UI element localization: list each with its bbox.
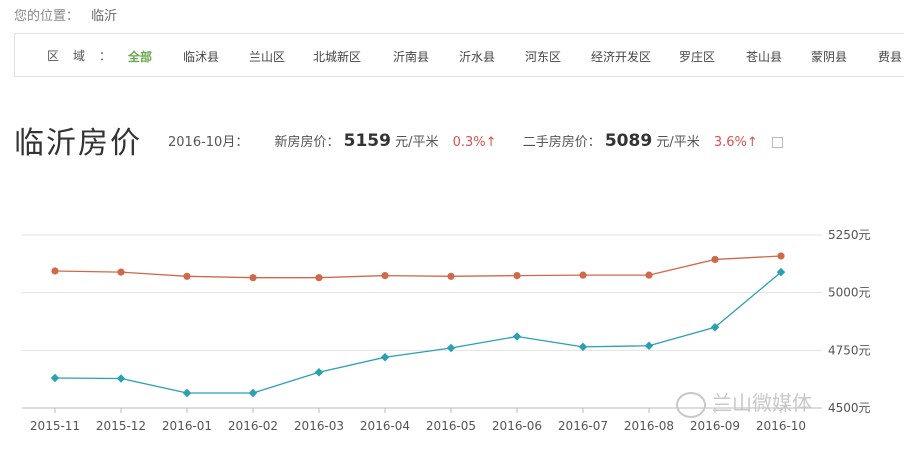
second-hand-series-line	[54, 271, 782, 394]
y-tick-label: 5250元	[828, 228, 871, 242]
new-price-label: 新房房价：	[274, 135, 340, 150]
x-tick-label: 2015-12	[96, 419, 146, 433]
second-price-unit: 元/平米	[656, 135, 700, 150]
second-hand-point	[578, 342, 588, 352]
district-item-cangshan[interactable]: 苍山县	[746, 50, 783, 64]
page-title: 临沂房价	[14, 126, 142, 161]
new-house-point	[117, 268, 125, 276]
district-item-jingkai[interactable]: 经济开发区	[591, 50, 652, 64]
x-tick-label: 2015-11	[30, 419, 80, 433]
x-tick-label: 2016-10	[756, 419, 806, 433]
second-price-label: 二手房房价：	[522, 135, 601, 150]
district-item-yishui[interactable]: 沂水县	[459, 50, 496, 64]
x-tick-label: 2016-06	[492, 419, 542, 433]
x-tick-label: 2016-09	[690, 419, 740, 433]
new-house-point	[249, 274, 257, 282]
new-house-point	[579, 271, 587, 279]
district-item-all[interactable]: 全部	[128, 50, 153, 64]
new-house-point	[645, 271, 653, 279]
new-house-point	[711, 255, 719, 264]
district-item-yinan[interactable]: 沂南县	[393, 50, 430, 64]
y-tick-label: 4500元	[828, 401, 871, 415]
second-price-change: 3.6%↑	[713, 135, 758, 150]
second-hand-point	[512, 332, 522, 341]
second-hand-point	[380, 353, 390, 362]
x-tick-label: 2016-02	[228, 419, 278, 433]
district-filter-bar: 区域： 全部 临沭县 兰山区 北城新区 沂南县 沂水县 河东区 经济开发区 罗庄…	[14, 33, 904, 77]
x-tick-label: 2016-04	[360, 419, 410, 433]
second-price-value: 5089	[604, 131, 653, 151]
district-item-beicheng[interactable]: 北城新区	[313, 50, 362, 64]
second-hand-point	[116, 374, 126, 383]
new-house-point	[777, 252, 785, 260]
breadcrumb-prefix: 您的位置：	[14, 9, 80, 24]
new-house-point	[381, 271, 389, 280]
new-price-change: 0.3%↑	[452, 135, 497, 150]
y-tick-label: 5000元	[828, 286, 871, 300]
table-view-icon[interactable]	[771, 137, 783, 148]
price-summary: 2016-10月： 新房房价： 5159 元/平米 0.3%↑ 二手房房价： 5…	[168, 131, 783, 151]
new-price-unit: 元/平米	[395, 135, 439, 150]
x-tick-label: 2016-03	[294, 419, 344, 433]
district-item-feixian[interactable]: 费县	[878, 50, 903, 64]
district-item-hedong[interactable]: 河东区	[525, 50, 562, 64]
wechat-icon	[676, 391, 706, 418]
second-hand-point	[644, 341, 654, 350]
x-tick-label: 2016-07	[558, 419, 608, 433]
x-tick-label: 2016-08	[624, 419, 674, 433]
district-item-linshu[interactable]: 临沭县	[183, 50, 220, 64]
new-house-point	[183, 272, 191, 280]
new-house-point	[513, 271, 521, 280]
second-hand-point	[710, 323, 720, 332]
second-hand-point	[248, 388, 258, 398]
new-house-point	[315, 274, 323, 282]
x-tick-label: 2016-01	[162, 419, 212, 433]
month-label: 2016-10月：	[168, 135, 249, 150]
x-tick-label: 2016-05	[426, 419, 476, 433]
breadcrumb: 您的位置： 临沂	[14, 5, 117, 24]
new-house-series-line	[54, 255, 782, 279]
second-hand-point	[776, 267, 786, 277]
district-item-luozhuang[interactable]: 罗庄区	[679, 50, 716, 64]
watermark: 兰山微媒体	[676, 387, 812, 418]
second-hand-point	[314, 368, 324, 377]
watermark-text: 兰山微媒体	[712, 391, 812, 415]
second-hand-point	[446, 343, 456, 353]
second-hand-point	[182, 388, 192, 398]
breadcrumb-city[interactable]: 临沂	[91, 9, 118, 24]
second-hand-point	[50, 373, 60, 383]
district-item-mengyin[interactable]: 蒙阴县	[811, 50, 848, 64]
new-house-point	[51, 267, 59, 275]
district-label: 区域：	[47, 48, 126, 63]
y-tick-label: 4750元	[828, 343, 871, 357]
district-item-lanshan[interactable]: 兰山区	[249, 50, 286, 64]
new-house-point	[447, 272, 455, 280]
new-price-value: 5159	[343, 131, 391, 151]
